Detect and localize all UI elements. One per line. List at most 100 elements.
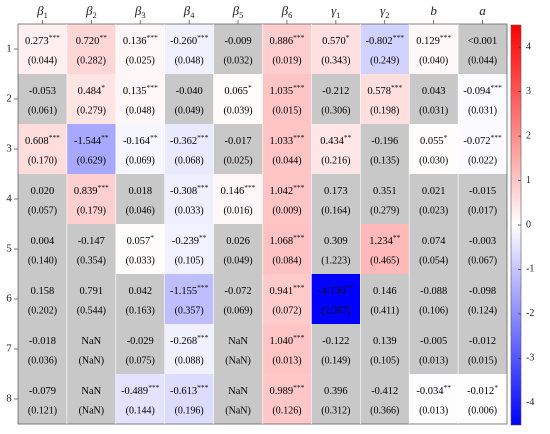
cell-significance-stars: *** [391, 83, 403, 92]
cell-fill [458, 124, 508, 175]
cell-estimate-value: -0.212 [322, 86, 349, 97]
cell-fill [262, 124, 312, 175]
cell-standard-error: (0.009) [272, 205, 301, 216]
heatmap-cell: -0.196 (0.135) [360, 124, 410, 175]
cell-estimate: 0.129*** [416, 33, 451, 48]
cell-significance-stars: *** [293, 233, 305, 242]
cell-estimate-value: 0.004 [31, 236, 55, 247]
cell-estimate-value: -0.196 [371, 136, 398, 147]
cell-estimate-value: 0.720 [76, 36, 100, 47]
cell-estimate-value: 0.886 [270, 36, 294, 47]
cell-standard-error: (2.367) [321, 305, 350, 316]
heatmap-cell: 0.043 (0.031) [409, 74, 459, 125]
cell-standard-error: (0.039) [223, 105, 252, 116]
row-label: 2 [6, 93, 12, 105]
cell-fill [262, 224, 312, 275]
column-label-subscript: 2 [92, 10, 96, 20]
cell-standard-error: (0.031) [419, 105, 448, 116]
cell-estimate: -0.094*** [463, 83, 502, 98]
cell-estimate-value: -0.147 [78, 236, 105, 247]
cell-significance-stars: * [248, 83, 252, 92]
cell-estimate: 0.158 [31, 286, 55, 297]
cell-fill [409, 24, 459, 75]
cell-significance-stars: *** [146, 33, 158, 42]
cell-fill [360, 374, 410, 425]
cell-estimate: 0.146 [373, 286, 397, 297]
heatmap-cell: -0.012* (0.006) [458, 374, 508, 425]
cell-estimate-value: -0.040 [176, 86, 203, 97]
cell-significance-stars: *** [293, 33, 305, 42]
cell-estimate-value: 0.043 [422, 86, 446, 97]
cell-standard-error: (0.354) [77, 255, 106, 266]
cell-estimate: 0.351 [373, 186, 397, 197]
cell-estimate-value: -0.072 [463, 136, 490, 147]
cell-standard-error: (0.072) [272, 305, 301, 316]
cell-standard-error: (0.465) [370, 255, 399, 266]
heatmap-cell: -0.053 (0.061) [18, 74, 68, 125]
cell-fill [409, 374, 459, 425]
cell-estimate: -0.613*** [170, 383, 209, 398]
row-label: 7 [6, 343, 12, 355]
cell-estimate-value: -0.308 [170, 186, 197, 197]
cell-standard-error: (0.048) [175, 55, 204, 66]
heatmap-cell: -0.040 (0.049) [164, 74, 214, 125]
cell-significance-stars: ** [393, 233, 401, 242]
cell-standard-error: (0.249) [370, 55, 399, 66]
cell-estimate: -0.122 [322, 336, 349, 347]
cell-fill [409, 224, 459, 275]
column-label-symbol: β [232, 3, 240, 18]
cell-significance-stars: *** [244, 183, 256, 192]
cell-fill [311, 374, 361, 425]
colorbar-tick-label: 0 [526, 219, 531, 230]
cell-standard-error: (0.088) [175, 355, 204, 366]
column-label-subscript: 1 [336, 10, 340, 20]
heatmap-cell: -0.212 (0.306) [311, 74, 361, 125]
cell-fill [360, 24, 410, 75]
column-label-symbol: γ [380, 3, 386, 18]
cell-fill [409, 324, 459, 375]
cell-estimate: -0.012 [469, 336, 496, 347]
cell-standard-error: (0.068) [175, 155, 204, 166]
cell-estimate: 0.018 [128, 186, 152, 197]
cell-standard-error: (0.179) [77, 205, 106, 216]
colorbar-tick-label: -4 [526, 397, 534, 408]
cell-estimate: 0.839*** [74, 183, 109, 198]
cell-estimate: 1.042*** [270, 183, 305, 198]
heatmap-cell: 1.033*** (0.044) [262, 124, 312, 175]
cell-estimate-value: 0.434 [320, 136, 344, 147]
cell-estimate: -0.015 [469, 186, 496, 197]
cell-standard-error: (0.013) [419, 405, 448, 416]
cell-fill [115, 174, 165, 225]
cell-fill [66, 74, 117, 125]
cell-significance-stars: *** [148, 383, 160, 392]
column-label: β1 [36, 3, 48, 20]
cell-fill [262, 374, 312, 425]
cell-fill [115, 74, 165, 125]
heatmap-cell: 0.026 (0.049) [213, 224, 263, 275]
heatmap-cell: -0.260*** (0.048) [164, 24, 214, 75]
cell-estimate-value: -0.017 [224, 136, 251, 147]
cell-standard-error: (0.144) [126, 405, 155, 416]
cell-estimate: 0.004 [31, 236, 55, 247]
cell-fill [66, 24, 117, 75]
cell-fill [409, 274, 459, 325]
cell-fill [164, 24, 214, 75]
heatmap-cell: -0.122 (0.149) [311, 324, 361, 375]
cell-estimate: -0.005 [420, 336, 447, 347]
cell-estimate: -0.164** [123, 133, 158, 148]
cell-estimate-value: -0.164 [123, 136, 151, 147]
cell-estimate-value: -0.260 [170, 36, 197, 47]
cell-fill [311, 274, 361, 325]
heatmap-cell: 0.720** (0.282) [66, 24, 117, 75]
cell-estimate: 1.035*** [270, 83, 305, 98]
cell-estimate: 1.234** [369, 233, 400, 248]
cell-fill [18, 174, 68, 225]
cell-estimate-value: 0.021 [422, 186, 446, 197]
cell-fill [18, 224, 68, 275]
column-label: b [430, 3, 437, 18]
cell-estimate: -0.040 [176, 86, 203, 97]
cell-fill [213, 24, 263, 75]
cell-fill [409, 174, 459, 225]
cell-estimate-value: 1.068 [270, 236, 294, 247]
colorbar-tick-label: 4 [526, 42, 531, 53]
